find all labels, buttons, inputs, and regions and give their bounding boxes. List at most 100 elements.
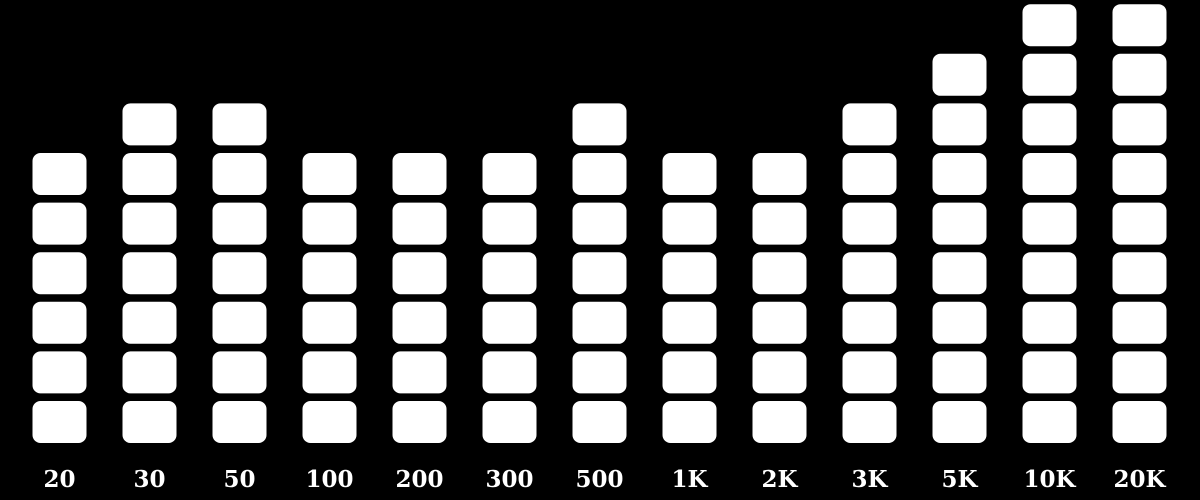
band-column-10k	[1022, 4, 1077, 443]
level-block	[392, 351, 447, 394]
level-block	[482, 153, 537, 195]
level-block	[572, 351, 627, 394]
level-block	[122, 252, 177, 295]
level-block	[842, 103, 897, 146]
level-block	[752, 301, 807, 344]
band-label-20k: 20K	[1114, 466, 1167, 493]
band-column-30	[122, 103, 177, 443]
band-column-500	[572, 103, 627, 443]
band-column-200	[392, 153, 447, 443]
band-label-20: 20	[43, 466, 75, 493]
level-block	[32, 401, 87, 443]
level-block	[392, 202, 447, 245]
level-block	[212, 401, 267, 443]
level-block	[752, 351, 807, 394]
band-column-3k	[842, 103, 897, 443]
level-block	[572, 301, 627, 344]
level-block	[302, 301, 357, 344]
level-block	[752, 153, 807, 195]
level-block	[662, 351, 717, 394]
band-label-500: 500	[575, 466, 623, 493]
level-block	[1022, 301, 1077, 344]
level-block	[572, 153, 627, 195]
level-block	[212, 103, 267, 146]
level-block	[1112, 202, 1167, 245]
level-block	[752, 401, 807, 443]
level-block	[572, 401, 627, 443]
band-label-2k: 2K	[762, 466, 799, 493]
level-block	[1112, 4, 1167, 47]
level-block	[122, 351, 177, 394]
level-block	[1022, 53, 1077, 96]
level-block	[1112, 401, 1167, 443]
level-block	[1112, 252, 1167, 295]
level-block	[662, 401, 717, 443]
level-block	[1112, 351, 1167, 394]
level-block	[482, 301, 537, 344]
band-label-5k: 5K	[942, 466, 979, 493]
level-block	[932, 301, 987, 344]
level-block	[122, 301, 177, 344]
band-label-50: 50	[223, 466, 255, 493]
level-block	[1112, 153, 1167, 195]
level-block	[1022, 202, 1077, 245]
level-block	[932, 401, 987, 443]
band-columns	[32, 4, 1167, 443]
level-block	[1022, 252, 1077, 295]
level-block	[392, 301, 447, 344]
level-block	[32, 301, 87, 344]
level-block	[122, 103, 177, 146]
level-block	[752, 252, 807, 295]
band-column-100	[302, 153, 357, 443]
level-block	[572, 252, 627, 295]
level-block	[932, 202, 987, 245]
level-block	[122, 202, 177, 245]
level-block	[842, 202, 897, 245]
level-block	[1112, 103, 1167, 146]
band-column-20k	[1112, 4, 1167, 443]
band-label-30: 30	[133, 466, 165, 493]
level-block	[572, 202, 627, 245]
band-labels: 20 30 50 100 200 300 500 1K 2K 3K 5K 10K 20K	[43, 466, 1166, 493]
level-block	[32, 202, 87, 245]
band-column-50	[212, 103, 267, 443]
band-label-100: 100	[305, 466, 353, 493]
level-block	[32, 252, 87, 295]
level-block	[1022, 153, 1077, 195]
level-block	[482, 202, 537, 245]
band-label-3k: 3K	[852, 466, 889, 493]
level-block	[212, 202, 267, 245]
level-block	[932, 153, 987, 195]
level-block	[482, 351, 537, 394]
band-column-1k	[662, 153, 717, 443]
level-block	[932, 103, 987, 146]
level-block	[662, 301, 717, 344]
level-block	[302, 401, 357, 443]
level-block	[32, 351, 87, 394]
level-block	[1022, 103, 1077, 146]
level-block	[932, 351, 987, 394]
level-block	[842, 153, 897, 195]
level-block	[212, 351, 267, 394]
band-column-5k	[932, 53, 987, 443]
level-block	[662, 202, 717, 245]
level-block	[842, 401, 897, 443]
band-column-2k	[752, 153, 807, 443]
level-block	[302, 202, 357, 245]
level-block	[482, 252, 537, 295]
band-column-20	[32, 153, 87, 443]
level-block	[1112, 53, 1167, 96]
level-block	[842, 301, 897, 344]
level-block	[752, 202, 807, 245]
level-block	[212, 153, 267, 195]
level-block	[662, 252, 717, 295]
level-block	[932, 53, 987, 96]
level-block	[302, 153, 357, 195]
band-column-300	[482, 153, 537, 443]
level-block	[662, 153, 717, 195]
level-block	[842, 252, 897, 295]
level-block	[1112, 301, 1167, 344]
level-block	[842, 351, 897, 394]
level-block	[392, 252, 447, 295]
